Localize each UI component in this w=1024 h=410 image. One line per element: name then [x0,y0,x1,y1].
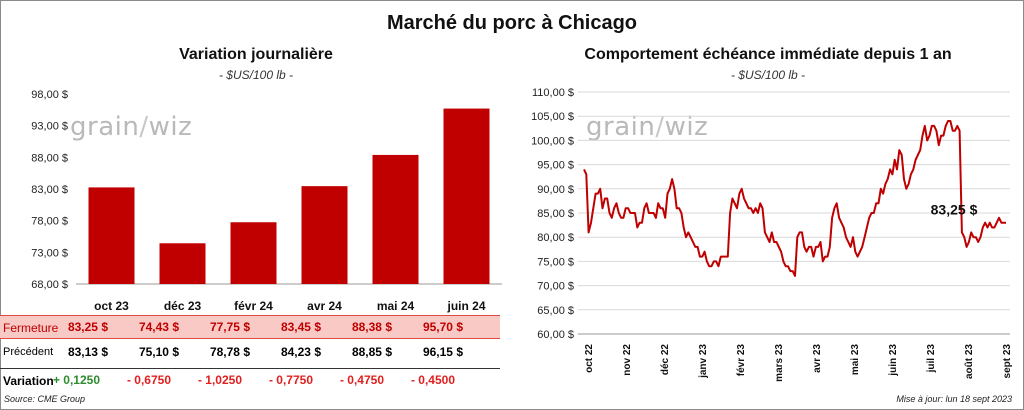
x-tick-label: juil 23 [926,344,937,374]
source-note: Source: CME Group [4,394,86,404]
table-cell: 96,15 $ [422,345,463,359]
y-tick-label: 70,00 $ [537,281,574,293]
bar [159,243,206,284]
table-cell: 88,85 $ [351,345,392,359]
y-tick-label: 85,00 $ [537,208,574,220]
right-watermark-logo: grain/wiz [586,112,709,142]
table-cell: 83,25 $ [67,320,108,334]
row-label: Variation [3,374,54,388]
y-tick-label: 98,00 $ [31,89,68,101]
table-cell: 95,70 $ [422,320,463,334]
table-cell: 83,45 $ [280,320,321,334]
x-category-label: févr 24 [234,299,273,313]
y-tick-label: 110,00 $ [532,87,574,99]
y-tick-label: 93,00 $ [31,121,68,133]
page-title: Marché du porc à Chicago [386,12,638,34]
bar [372,154,419,284]
x-tick-label: janv 23 [698,344,709,379]
table-row-precedent: Précédent 83,13 $ 75,10 $ 78,78 $ 84,23 … [0,341,500,363]
y-tick-label: 95,00 $ [537,160,574,172]
y-tick-label: 78,00 $ [31,216,68,228]
table-cell: - 0,4750 [339,373,384,387]
x-tick-label: oct 22 [584,344,595,373]
y-tick-label: 100,00 $ [531,135,574,147]
y-tick-label: 60,00 $ [537,329,574,341]
bar [301,186,348,284]
table-row-variation: Variation + 0,1250 - 0,6750 - 1,0250 - 0… [0,368,500,391]
y-tick-label: 80,00 $ [537,232,574,244]
right-chart-unit: - $US/100 lb - [730,68,806,82]
row-label: Précédent [3,346,54,358]
bar [230,222,277,284]
update-note: Mise à jour: lun 18 sept 2023 [896,394,1012,404]
x-tick-label: mars 23 [774,344,785,382]
x-tick-label: sept 23 [1002,344,1013,379]
table-cell: 75,10 $ [138,345,179,359]
x-category-label: oct 23 [94,299,129,313]
table-row-fermeture: Fermeture 83,25 $ 74,43 $ 77,75 $ 83,45 … [0,315,500,339]
table-cell: - 0,4500 [410,373,455,387]
table-cell: + 0,1250 [52,373,100,387]
left-chart-unit: - $US/100 lb - [218,68,294,82]
x-tick-label: mai 23 [850,344,861,376]
y-tick-label: 90,00 $ [537,184,574,196]
x-category-label: juin 24 [446,299,485,313]
table-cell: 88,38 $ [351,320,392,334]
y-tick-label: 88,00 $ [31,152,68,164]
x-tick-label: août 23 [964,344,975,379]
x-tick-label: nov 22 [622,344,633,376]
table-cell: - 1,0250 [197,373,242,387]
y-tick-label: 68,00 $ [31,279,68,291]
line-chart: 60,00 $ 65,00 $ 70,00 $ 75,00 $ 80,00 $ 85,00… [531,87,1013,382]
table-cell: - 0,7750 [268,373,313,387]
right-chart-title: Comportement échéance immédiate depuis 1… [584,46,952,63]
table-cell: 74,43 $ [138,320,179,334]
y-tick-label: 73,00 $ [31,247,68,259]
bar-chart: 68,00 $ 73,00 $ 78,00 $ 83,00 $ 88,00 $ 93,00… [31,89,502,313]
left-chart-title: Variation journalière [179,46,333,63]
bar [443,108,490,284]
x-tick-label: juin 23 [888,344,899,377]
table-cell: - 0,6750 [126,373,171,387]
table-cell: 77,75 $ [209,320,250,334]
x-category-label: avr 24 [307,299,342,313]
x-category-label: mai 24 [377,299,415,313]
last-value-label: 83,25 $ [931,202,978,218]
y-tick-label: 83,00 $ [31,184,68,196]
table-cell: 84,23 $ [280,345,321,359]
table-cell: 78,78 $ [209,345,250,359]
x-tick-label: févr 23 [736,344,747,377]
y-tick-label: 65,00 $ [537,305,574,317]
table-cell: 83,13 $ [67,345,108,359]
x-tick-label: avr 23 [812,344,823,373]
bar [88,187,135,284]
x-tick-label: déc 22 [660,344,671,376]
y-tick-label: 75,00 $ [537,256,574,268]
series-line [583,120,1006,277]
x-category-label: déc 23 [164,299,202,313]
row-label: Fermeture [3,321,59,335]
left-watermark-logo: grain/wiz [70,112,193,142]
y-tick-label: 105,00 $ [531,111,574,123]
